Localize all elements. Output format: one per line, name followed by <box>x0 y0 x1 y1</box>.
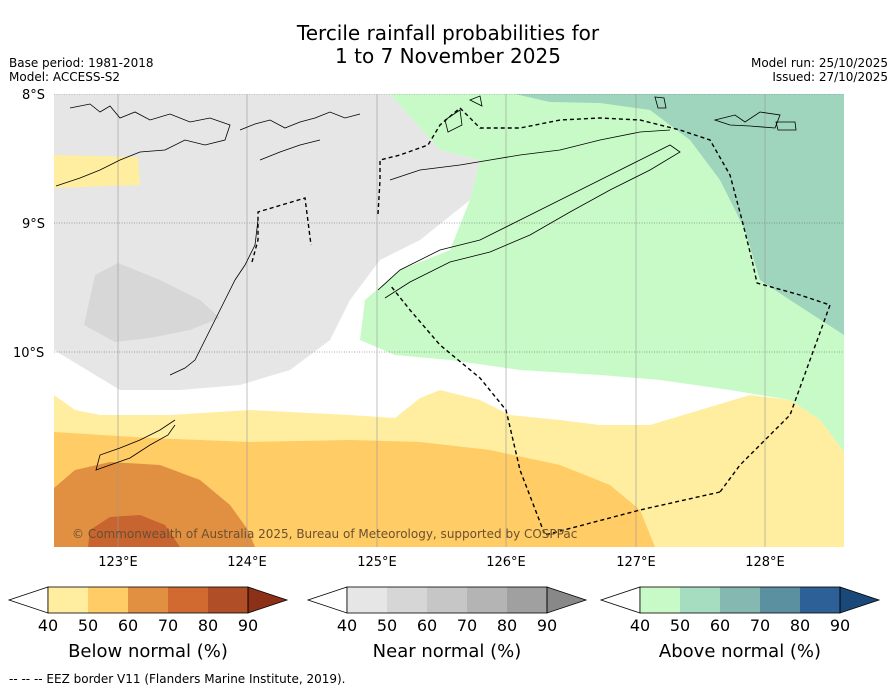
above-normal-label: Above normal (%) <box>658 641 822 662</box>
colorbar-swatch <box>347 587 387 613</box>
colorbar-swatch <box>720 587 760 613</box>
colorbar-tick-label: 90 <box>830 616 850 635</box>
colorbar-max-extension <box>247 586 289 614</box>
colorbar-swatch <box>800 587 840 613</box>
model-run: Model run: 25/10/2025 <box>750 56 888 70</box>
colorbar-outline <box>639 586 841 614</box>
colorbar-swatch <box>760 587 800 613</box>
model-name: Model: ACCESS-S2 <box>9 70 121 84</box>
colorbar-tick-label: 60 <box>710 616 730 635</box>
colorbar-tick-label: 50 <box>377 616 397 635</box>
near-normal-label: Near normal (%) <box>372 641 522 662</box>
colorbar-swatch <box>387 587 427 613</box>
lon-label-127e: 127°E <box>616 555 656 570</box>
colorbar-swatch <box>680 587 720 613</box>
colorbar-tick-label: 80 <box>790 616 810 635</box>
colorbar-tick-label: 60 <box>118 616 138 635</box>
colorbar-swatch <box>427 587 467 613</box>
colorbar-swatch <box>128 587 168 613</box>
colorbar-swatch <box>640 587 680 613</box>
colorbar-tick-label: 40 <box>630 616 650 635</box>
colorbar-tick-label: 70 <box>750 616 770 635</box>
colorbar-tick-label: 50 <box>78 616 98 635</box>
colorbar-near-normal: 40 50 60 70 80 90 <box>306 586 588 635</box>
colorbar-tick-label: 90 <box>537 616 557 635</box>
chart-title-line1: Tercile rainfall probabilities for <box>296 21 600 45</box>
colorbar-tick-label: 70 <box>158 616 178 635</box>
colorbar-outline <box>346 586 548 614</box>
colorbar-above-normal: 40 50 60 70 80 90 <box>599 586 881 635</box>
colorbar-tick-label: 40 <box>38 616 58 635</box>
colorbar-max-extension <box>546 586 588 614</box>
lon-label-126e: 126°E <box>486 555 526 570</box>
lat-label-9s: 9°S <box>22 217 45 232</box>
lat-label-8s: 8°S <box>22 88 45 103</box>
lon-label-125e: 125°E <box>357 555 397 570</box>
meridians <box>117 94 766 547</box>
probability-shading <box>54 94 844 547</box>
colorbar-tick-label: 80 <box>198 616 218 635</box>
colorbar-swatch <box>48 587 88 613</box>
colorbar-swatch <box>168 587 208 613</box>
colorbar-swatch <box>88 587 128 613</box>
issued-date: Issued: 27/10/2025 <box>772 70 888 84</box>
colorbar-tick-label: 70 <box>457 616 477 635</box>
colorbar-min-extension <box>306 586 348 614</box>
colorbar-tick-label: 60 <box>417 616 437 635</box>
colorbar-below-normal: 40 50 60 70 80 90 <box>7 586 289 635</box>
above-normal-60-region <box>515 94 844 335</box>
colorbar-tick-label: 40 <box>337 616 357 635</box>
lon-label-128e: 128°E <box>745 555 785 570</box>
colorbar-tick-label: 50 <box>670 616 690 635</box>
eez-border-legend: -- -- -- EEZ border V11 (Flanders Marine… <box>9 672 346 686</box>
coastlines <box>55 95 797 471</box>
chart-title-line2: 1 to 7 November 2025 <box>335 44 561 68</box>
colorbar-swatch <box>507 587 547 613</box>
colorbar-outline <box>47 586 249 614</box>
below-normal-80-region <box>88 515 180 547</box>
copyright-notice: © Commonwealth of Australia 2025, Bureau… <box>72 527 577 541</box>
colorbar-min-extension <box>599 586 641 614</box>
colorbar-tick-label: 90 <box>238 616 258 635</box>
lat-label-10s: 10°S <box>13 346 44 361</box>
colorbar-swatch <box>467 587 507 613</box>
colorbar-min-extension <box>7 586 49 614</box>
lon-label-123e: 123°E <box>98 555 138 570</box>
eez-border <box>251 107 831 536</box>
lon-label-124e: 124°E <box>227 555 267 570</box>
below-normal-label: Below normal (%) <box>68 641 228 662</box>
colorbar-swatch <box>208 587 248 613</box>
colorbar-tick-label: 80 <box>497 616 517 635</box>
colorbar-max-extension <box>839 586 881 614</box>
base-period: Base period: 1981-2018 <box>9 56 154 70</box>
